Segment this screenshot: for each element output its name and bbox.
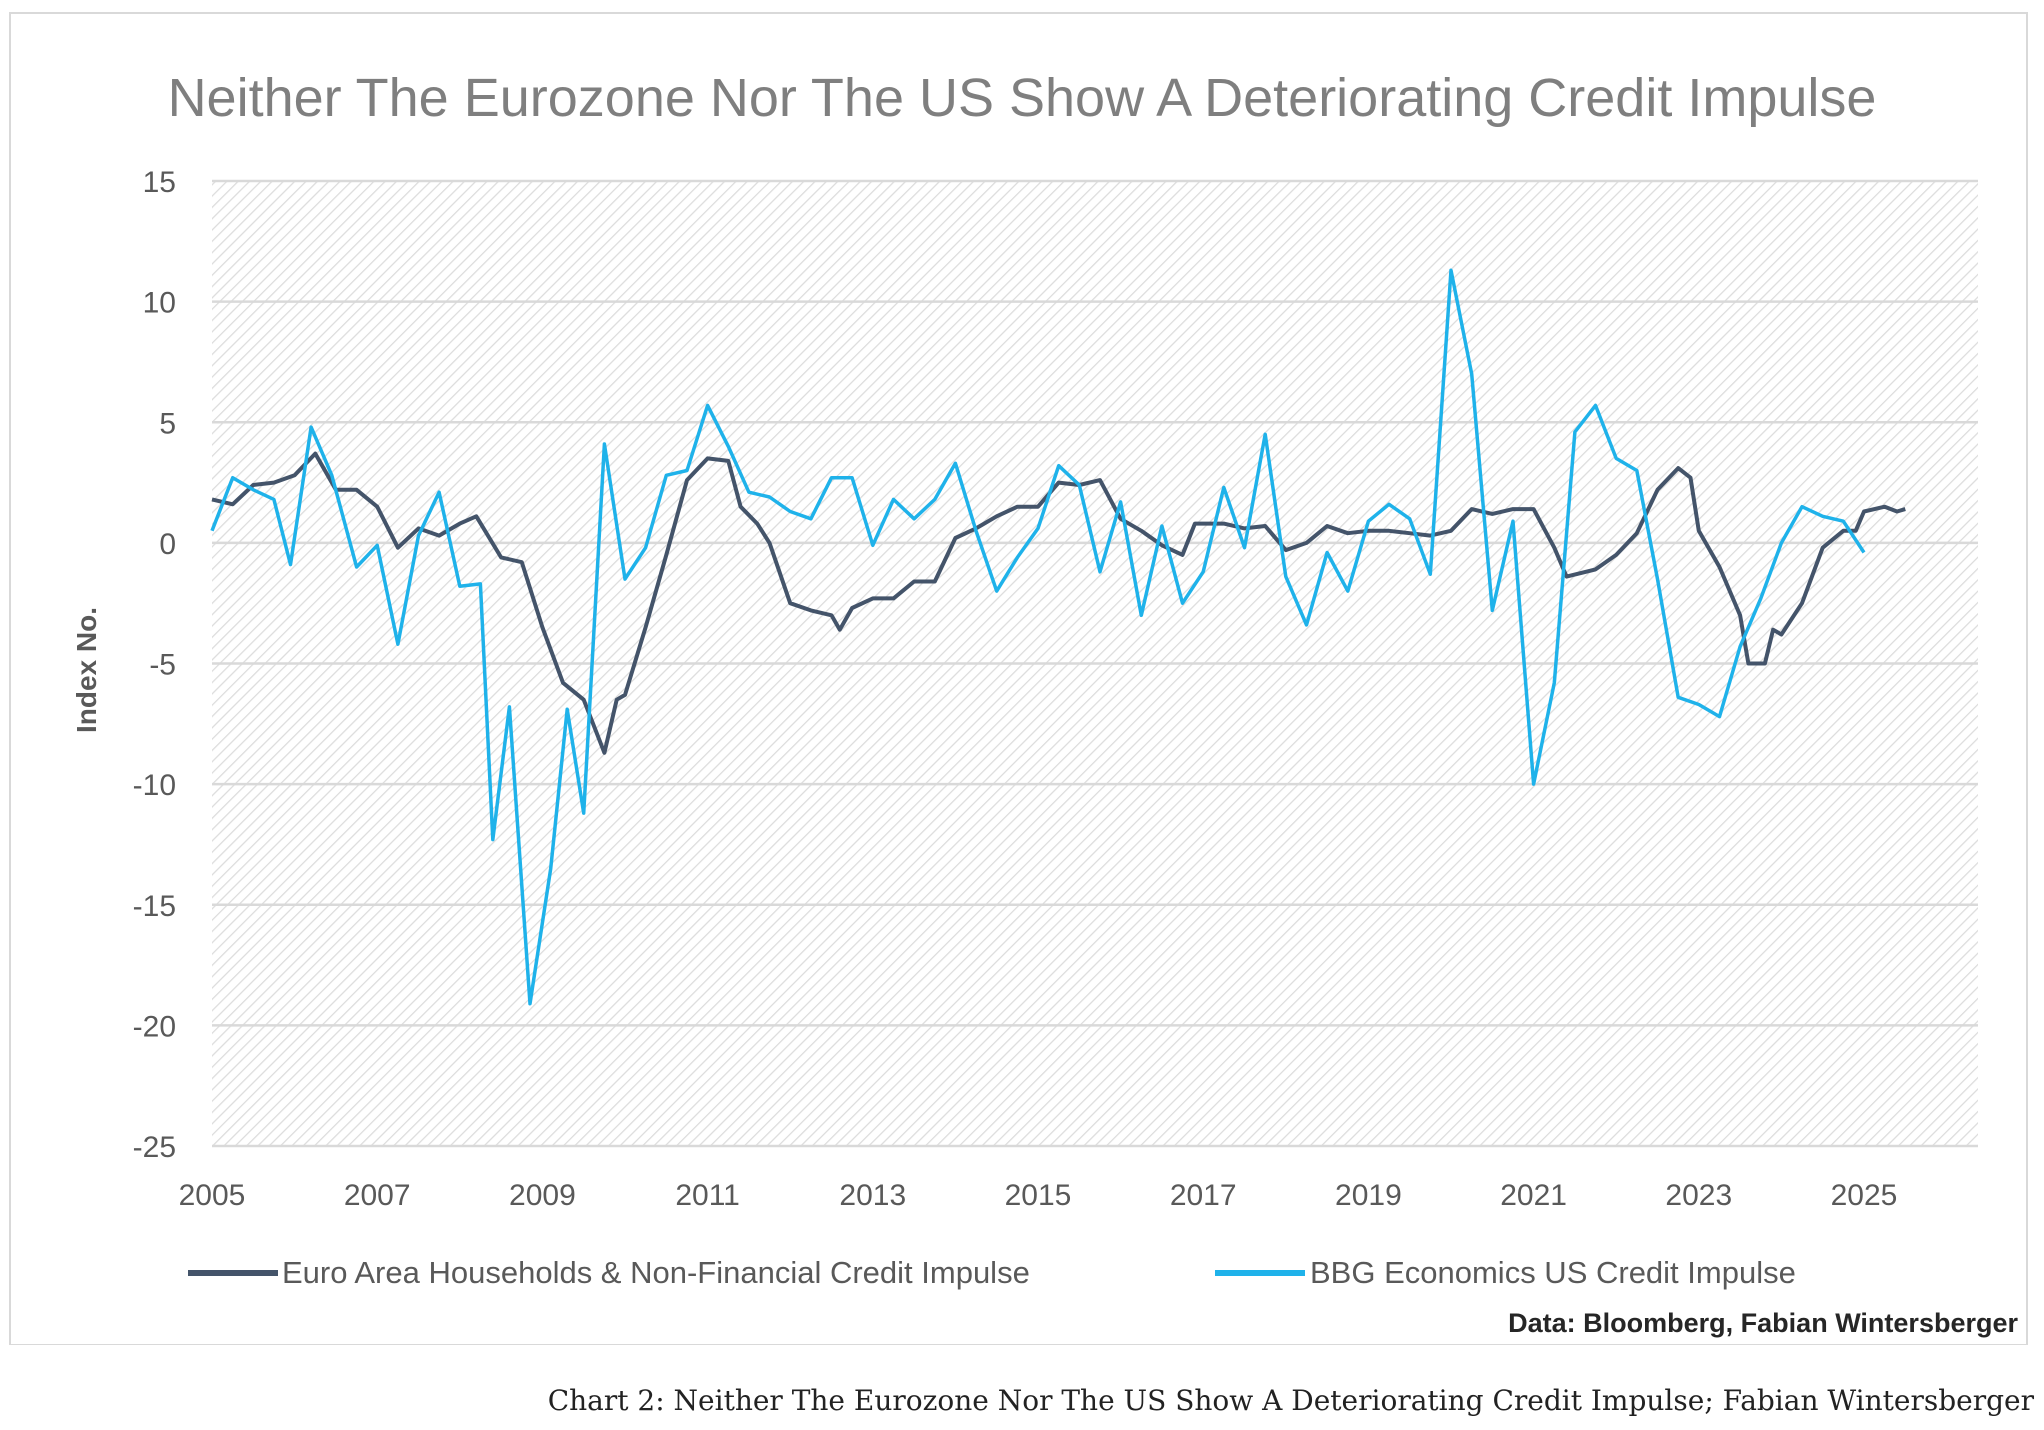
y-tick-label: 0 [159, 528, 176, 561]
x-tick-label: 2025 [1831, 1179, 1898, 1212]
chart-title: Neither The Eurozone Nor The US Show A D… [168, 68, 1877, 128]
x-tick-label: 2013 [839, 1179, 906, 1212]
credit-impulse-chart: Neither The Eurozone Nor The US Show A D… [9, 12, 2028, 1345]
legend-label: Euro Area Households & Non-Financial Cre… [282, 1255, 1030, 1290]
y-tick-label: -5 [149, 649, 176, 682]
y-tick-label: -20 [133, 1010, 176, 1043]
y-tick-label: 10 [143, 287, 176, 320]
x-tick-label: 2005 [179, 1179, 246, 1212]
y-tick-label: -15 [133, 890, 176, 923]
x-tick-label: 2019 [1335, 1179, 1402, 1212]
x-tick-label: 2017 [1170, 1179, 1237, 1212]
y-tick-label: 15 [143, 166, 176, 199]
x-tick-label: 2023 [1665, 1179, 1732, 1212]
y-tick-label: -25 [133, 1131, 176, 1164]
us-credit-impulse-line [210, 268, 1866, 1006]
x-tick-label: 2021 [1500, 1179, 1567, 1212]
figure-caption: Chart 2: Neither The Eurozone Nor The US… [547, 1384, 2034, 1417]
x-tick-label: 2009 [509, 1179, 576, 1212]
y-tick-label: -10 [133, 769, 176, 802]
source-note: Data: Bloomberg, Fabian Wintersberger [1508, 1308, 2018, 1338]
y-axis-label: Index No. [71, 607, 102, 733]
x-tick-label: 2011 [675, 1179, 740, 1212]
y-tick-label: 5 [159, 407, 176, 440]
x-tick-label: 2015 [1005, 1179, 1072, 1212]
x-tick-label: 2007 [344, 1179, 411, 1212]
legend-label: BBG Economics US Credit Impulse [1310, 1255, 1796, 1290]
